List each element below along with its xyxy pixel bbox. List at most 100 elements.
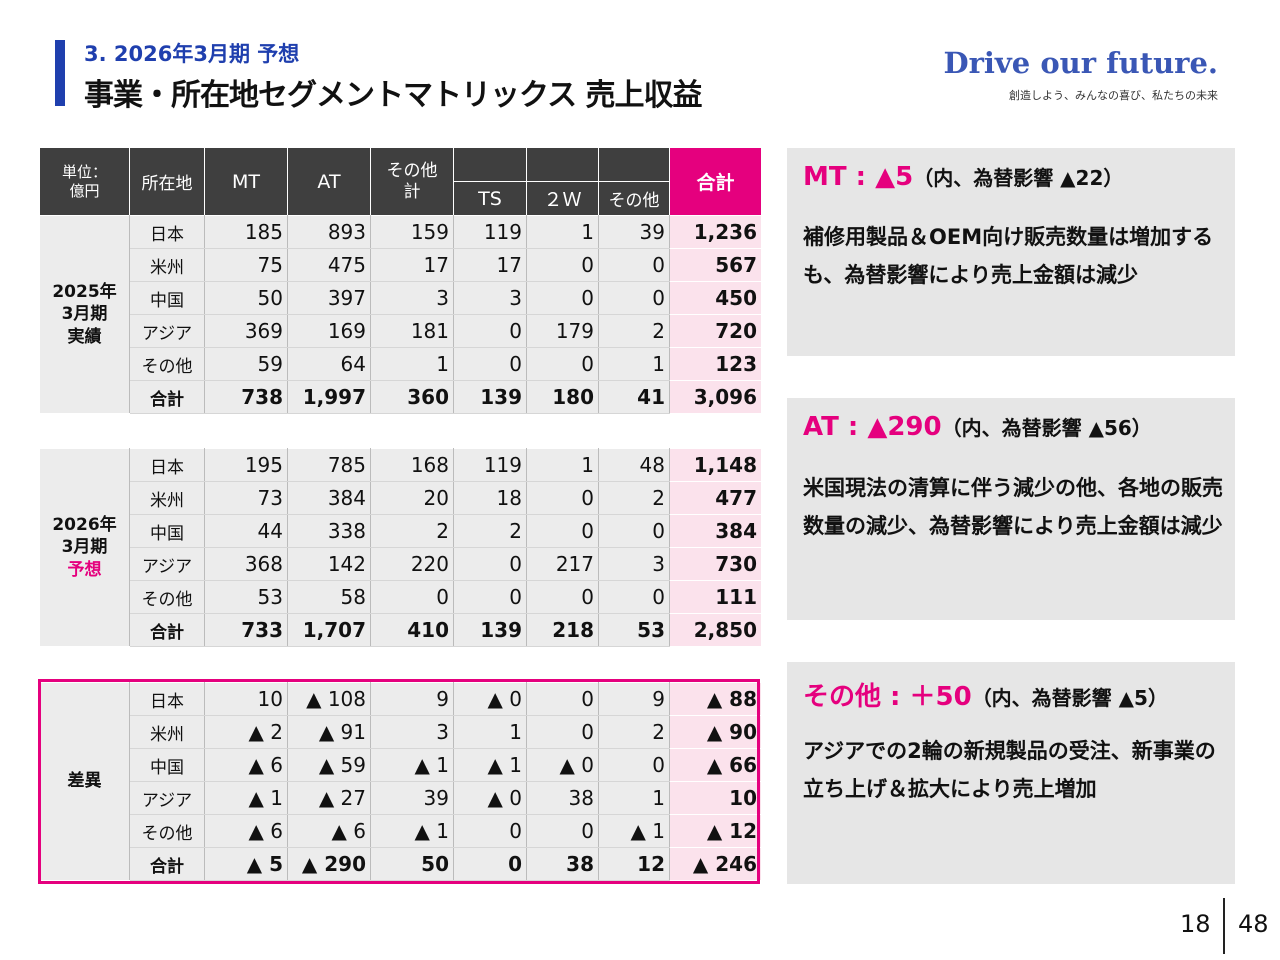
panel-at-body: 米国現法の清算に伴う減少の他、各地の販売数量の減少、為替影響により売上金額は減少 [803,476,1223,538]
value-cell-mt: 59 [204,347,288,381]
other-total-header: その他計 [370,147,454,216]
period-label: 2026年 3月期 予想 [39,448,130,647]
value-cell-total: ▲ 66 [669,748,762,782]
region-cell: 日本 [129,682,205,716]
value-cell-other: 1 [598,781,670,815]
region-cell: その他 [129,580,205,614]
region-cell: 合計 [129,380,205,414]
table-row: 合計 738 1,997 360 139 180 41 3,096 [40,380,762,414]
value-cell-ts: 0 [453,580,527,614]
value-cell-mt: ▲ 6 [204,748,288,782]
value-cell-at: 338 [287,514,371,548]
panel-mt-heading: MT : ▲5 [803,162,914,192]
value-cell-mt: 50 [204,281,288,315]
value-cell-at: 142 [287,547,371,581]
value-cell-ts: 0 [453,314,527,348]
panel-at: AT : ▲290（内、為替影響 ▲56） 米国現法の清算に伴う減少の他、各地の… [787,398,1235,620]
region-header: 所在地 [129,147,205,216]
value-cell-w2: 1 [526,215,599,249]
value-cell-oth: 1 [370,347,454,381]
region-cell: 米州 [129,481,205,515]
value-cell-w2: 0 [526,248,599,282]
value-cell-w2: 0 [526,580,599,614]
value-cell-at: 397 [287,281,371,315]
value-cell-w2: 0 [526,281,599,315]
value-cell-ts: 0 [453,814,527,848]
value-cell-mt: 185 [204,215,288,249]
value-cell-ts: 2 [453,514,527,548]
total-header: 合計 [669,147,762,216]
value-cell-total: 384 [669,514,762,548]
ts-header: TS [453,181,527,216]
table-row: アジア ▲ 1 ▲ 27 39 ▲ 0 38 1 10 [40,781,762,815]
value-cell-ts: 0 [453,547,527,581]
value-cell-other: 2 [598,314,670,348]
value-cell-oth: 20 [370,481,454,515]
page-number-current: 18 [1180,910,1211,938]
region-cell: アジア [129,781,205,815]
value-cell-total: 10 [669,781,762,815]
value-cell-mt: 738 [204,380,288,414]
value-cell-at: ▲ 108 [287,682,371,716]
value-cell-ts: ▲ 1 [453,748,527,782]
value-cell-total: 111 [669,580,762,614]
value-cell-ts: 119 [453,448,527,482]
header-blank [453,147,527,182]
value-cell-mt: 75 [204,248,288,282]
region-cell: 合計 [129,613,205,647]
value-cell-total: 2,850 [669,613,762,647]
value-cell-mt: 44 [204,514,288,548]
panel-other-body: アジアでの2輪の新規製品の受注、新事業の立ち上げ＆拡大により売上増加 [803,739,1216,801]
value-cell-oth: 9 [370,682,454,716]
value-cell-total: 3,096 [669,380,762,414]
value-cell-at: 384 [287,481,371,515]
region-cell: 合計 [129,847,205,881]
value-cell-oth: 39 [370,781,454,815]
value-cell-ts: 0 [453,347,527,381]
value-cell-mt: ▲ 5 [204,847,288,881]
value-cell-total: 123 [669,347,762,381]
value-cell-w2: 0 [526,814,599,848]
other-header: その他 [598,181,670,216]
brand-tagline: 創造しよう、みんなの喜び、私たちの未来 [1009,89,1218,102]
matrix-block-actual: 2025年 3月期 実績 日本 185 893 159 119 1 39 1,236 米州 75 475 1… [39,215,762,414]
value-cell-w2: 179 [526,314,599,348]
table-row: 差異 日本 10 ▲ 108 9 ▲ 0 0 9 ▲ 88 [39,682,762,881]
value-cell-w2: 218 [526,613,599,647]
value-cell-w2: 180 [526,380,599,414]
value-cell-w2: 1 [526,448,599,482]
value-cell-other: 41 [598,380,670,414]
unit-header: 単位： 億円 [39,147,130,216]
region-cell: その他 [129,814,205,848]
table-row: 中国 50 397 3 3 0 0 450 [40,281,762,315]
value-cell-oth: ▲ 1 [370,814,454,848]
table-row: その他 53 58 0 0 0 0 111 [40,580,762,614]
value-cell-w2: 0 [526,514,599,548]
value-cell-w2: 38 [526,847,599,881]
value-cell-other: 0 [598,281,670,315]
value-cell-mt: ▲ 1 [204,781,288,815]
value-cell-mt: ▲ 6 [204,814,288,848]
at-header: AT [287,147,371,216]
value-cell-at: ▲ 290 [287,847,371,881]
value-cell-mt: 733 [204,613,288,647]
value-cell-w2: 38 [526,781,599,815]
value-cell-ts: 119 [453,215,527,249]
value-cell-total: 567 [669,248,762,282]
value-cell-oth: 2 [370,514,454,548]
header-blank [526,147,599,182]
region-cell: その他 [129,347,205,381]
value-cell-at: 64 [287,347,371,381]
value-cell-at: ▲ 91 [287,715,371,749]
value-cell-mt: 10 [204,682,288,716]
value-cell-at: 785 [287,448,371,482]
value-cell-oth: 3 [370,281,454,315]
value-cell-at: 58 [287,580,371,614]
table-row: 米州 75 475 17 17 0 0 567 [40,248,762,282]
region-cell: アジア [129,547,205,581]
value-cell-oth: 3 [370,715,454,749]
value-cell-oth: 17 [370,248,454,282]
value-cell-w2: 0 [526,715,599,749]
value-cell-total: ▲ 246 [669,847,762,881]
value-cell-mt: 53 [204,580,288,614]
